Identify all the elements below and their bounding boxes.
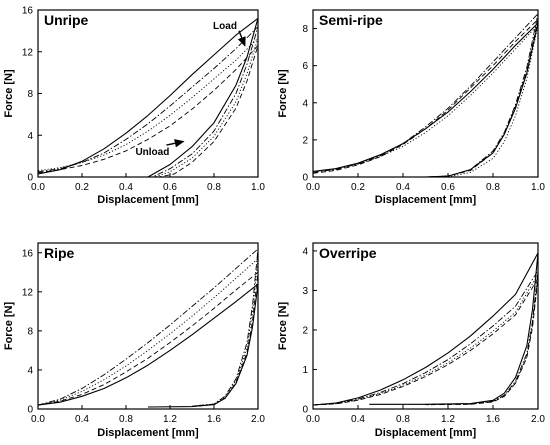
x-tick-label: 0.8 [207, 182, 221, 193]
x-tick-label: 0.0 [306, 182, 320, 193]
y-tick-label: 6 [302, 61, 308, 72]
y-tick-label: 12 [22, 287, 34, 298]
y-tick-label: 4 [27, 131, 33, 142]
y-tick-label: 2 [302, 135, 308, 146]
y-tick-label: 8 [27, 326, 33, 337]
x-tick-label: 1.6 [207, 414, 221, 425]
series-curve-3 [312, 278, 539, 406]
series-curve-4 [312, 274, 539, 406]
y-tick-label: 1 [302, 365, 308, 376]
series-curve-4 [312, 24, 539, 178]
x-tick-label: 0.4 [396, 182, 410, 193]
x-tick-label: 0.0 [31, 414, 45, 425]
x-tick-label: 2.0 [531, 414, 545, 425]
series-curve-2 [312, 13, 539, 178]
x-tick-label: 1.2 [441, 414, 455, 425]
panel-title: Overripe [319, 245, 377, 261]
x-tick-label: 0.8 [396, 414, 410, 425]
plot-frame [37, 242, 259, 410]
series-curve-2 [37, 26, 259, 178]
y-tick-label: 4 [302, 246, 308, 257]
y-tick-label: 16 [22, 248, 34, 259]
y-axis-title: Force [N] [3, 69, 15, 118]
panel-unripe: 0.0 0.2 0.4 0.6 0.8 1.0 0 4 8 12 16 Displacement [m… [3, 6, 265, 207]
y-tick-label: 16 [22, 6, 34, 17]
series-curve-1 [312, 252, 539, 406]
x-tick-label: 1.0 [531, 182, 545, 193]
x-tick-label: 0.6 [163, 182, 177, 193]
x-tick-label: 0.4 [351, 414, 365, 425]
y-tick-label: 0 [302, 173, 308, 184]
y-tick-label: 8 [27, 89, 33, 100]
series-curve-2 [37, 248, 259, 407]
series-curve-1 [37, 283, 259, 408]
series-curve-1 [37, 17, 259, 178]
series-curve-3 [37, 258, 259, 407]
panel-title: Semi-ripe [319, 12, 383, 28]
panel-overripe: 0.0 0.4 0.8 1.2 1.6 2.0 0 1 2 3 4 Displacement [mm]… [277, 242, 545, 439]
y-axis-title: Force [N] [3, 302, 15, 351]
x-tick-label: 1.2 [163, 414, 177, 425]
y-tick-label: 3 [302, 286, 308, 297]
x-axis-title: Displacement [mm] [97, 194, 199, 206]
annotation-load-label: Load [213, 21, 237, 32]
annotation-arrow-2 [166, 139, 185, 148]
x-tick-label: 0.8 [486, 182, 500, 193]
x-tick-label: 0.0 [306, 414, 320, 425]
x-tick-label: 0.4 [75, 414, 89, 425]
x-axis-title: Displacement [mm] [375, 427, 477, 439]
x-axis-title: Displacement [mm] [375, 194, 477, 206]
series-curve-4 [37, 271, 259, 408]
x-tick-label: 0.8 [119, 414, 133, 425]
annotation-unload-label: Unload [135, 147, 169, 158]
y-tick-label: 12 [22, 47, 34, 58]
plot-frame [312, 9, 539, 178]
x-tick-label: 1.6 [486, 414, 500, 425]
plot-frame [312, 242, 539, 410]
y-tick-label: 4 [27, 365, 33, 376]
x-tick-label: 0.2 [351, 182, 365, 193]
panel-title: Unripe [44, 12, 89, 28]
annotation-arrow-1 [237, 30, 246, 47]
y-tick-label: 8 [302, 24, 308, 35]
series-curve-2 [312, 270, 539, 406]
series-curve-3 [37, 37, 259, 178]
panel-semi-ripe: 0.0 0.2 0.4 0.6 0.8 1.0 0 2 4 6 8 Displacement [mm]… [277, 9, 545, 206]
series-curve-1 [312, 22, 539, 178]
panel-title: Ripe [44, 245, 75, 261]
x-tick-label: 1.0 [251, 182, 265, 193]
y-tick-label: 0 [27, 173, 33, 184]
x-tick-label: 0.2 [75, 182, 89, 193]
x-tick-label: 2.0 [251, 414, 265, 425]
series-curve-4 [37, 45, 259, 178]
y-axis-title: Force [N] [277, 69, 289, 118]
y-tick-label: 4 [302, 98, 308, 109]
y-axis-title: Force [N] [277, 302, 289, 351]
y-tick-label: 2 [302, 325, 308, 336]
y-tick-label: 0 [27, 405, 33, 416]
x-tick-label: 0.0 [31, 182, 45, 193]
y-tick-label: 0 [302, 405, 308, 416]
x-axis-title: Displacement [mm] [97, 427, 199, 439]
x-tick-label: 0.6 [441, 182, 455, 193]
panel-ripe: 0.0 0.4 0.8 1.2 1.6 2.0 0 4 8 12 16 Displacement [m… [3, 242, 265, 439]
series-curve-3 [312, 18, 539, 178]
x-tick-label: 0.4 [119, 182, 133, 193]
